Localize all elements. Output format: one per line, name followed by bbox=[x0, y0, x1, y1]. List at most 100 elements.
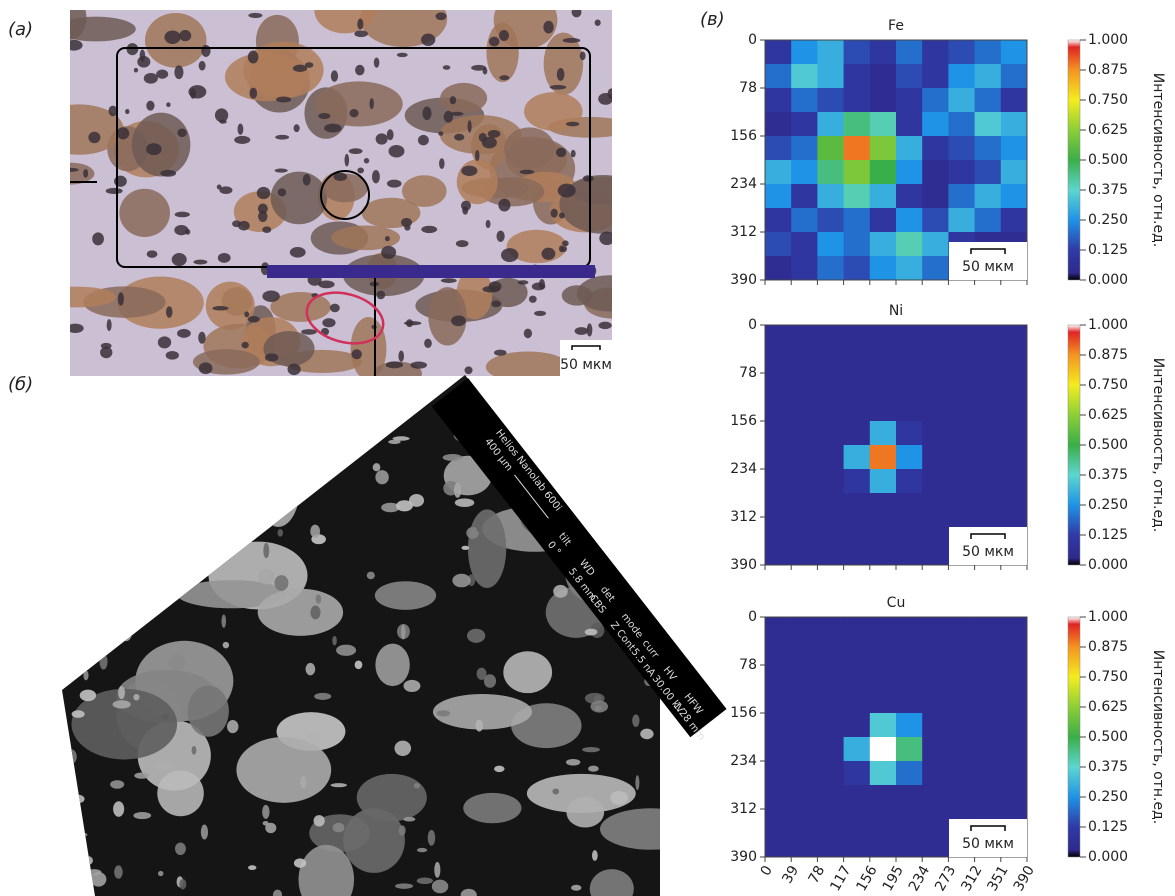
heat-cell bbox=[922, 208, 949, 233]
particle bbox=[385, 236, 390, 241]
heat-cell bbox=[791, 665, 818, 690]
y-tick-label: 234 bbox=[730, 176, 757, 192]
heat-cell bbox=[896, 349, 923, 374]
particle bbox=[450, 96, 456, 104]
heat-cell bbox=[791, 445, 818, 470]
particle bbox=[441, 278, 457, 283]
particle bbox=[455, 498, 475, 507]
heat-cell bbox=[1001, 761, 1028, 786]
heat-cell bbox=[817, 40, 844, 65]
heat-cell bbox=[844, 737, 871, 762]
particle bbox=[585, 629, 598, 636]
particle bbox=[330, 304, 340, 313]
heat-cell bbox=[870, 493, 897, 518]
particle bbox=[375, 644, 409, 686]
heat-cell bbox=[791, 325, 818, 350]
particle bbox=[278, 529, 283, 537]
heat-cell bbox=[817, 445, 844, 470]
heat-cell bbox=[896, 136, 923, 161]
heat-cell bbox=[975, 493, 1002, 518]
particle bbox=[294, 124, 300, 132]
heat-cell bbox=[817, 713, 844, 738]
particle bbox=[336, 645, 356, 656]
particle bbox=[301, 329, 317, 335]
colorbar-tick-label: 0.750 bbox=[1088, 377, 1128, 393]
heat-cell bbox=[922, 809, 949, 834]
particle bbox=[177, 128, 187, 137]
particle bbox=[550, 85, 566, 90]
particle bbox=[290, 431, 298, 439]
colorbar-tick-label: 0.625 bbox=[1088, 407, 1128, 423]
heat-cell bbox=[765, 445, 792, 470]
particle bbox=[476, 521, 482, 532]
particle bbox=[257, 187, 271, 199]
y-tick-label: 78 bbox=[739, 365, 757, 381]
particle bbox=[262, 805, 269, 819]
heat-cell bbox=[791, 517, 818, 542]
particle bbox=[193, 260, 207, 265]
heat-cell bbox=[870, 737, 897, 762]
heat-cell bbox=[948, 617, 975, 642]
particle bbox=[518, 280, 529, 284]
heat-cell bbox=[817, 184, 844, 209]
scale-label: 50 мкм bbox=[962, 544, 1014, 560]
particle bbox=[188, 85, 206, 98]
x-tick-label: 351 bbox=[985, 863, 1012, 894]
y-tick-label: 390 bbox=[730, 557, 757, 573]
colorbar bbox=[1068, 617, 1080, 857]
particle bbox=[271, 172, 328, 225]
heat-cell bbox=[948, 64, 975, 89]
heat-cell bbox=[1001, 325, 1028, 350]
y-tick-label: 156 bbox=[730, 705, 757, 721]
colorbar bbox=[1068, 40, 1080, 280]
particle bbox=[559, 213, 565, 219]
heat-cell bbox=[765, 232, 792, 257]
heat-cell bbox=[1001, 136, 1028, 161]
particle bbox=[440, 83, 487, 113]
heat-cell bbox=[844, 617, 871, 642]
heat-cell bbox=[948, 665, 975, 690]
particle bbox=[551, 209, 558, 218]
particle bbox=[434, 862, 440, 878]
y-tick-label: 0 bbox=[748, 32, 757, 48]
particle bbox=[263, 543, 269, 558]
particle bbox=[592, 850, 598, 861]
particle bbox=[300, 776, 306, 789]
particle bbox=[438, 131, 443, 135]
scale-label: 50 мкм bbox=[962, 259, 1014, 275]
heat-cell bbox=[765, 184, 792, 209]
particle bbox=[166, 306, 173, 318]
heat-cell bbox=[791, 785, 818, 810]
particle bbox=[168, 654, 186, 670]
heat-cell bbox=[844, 184, 871, 209]
particle bbox=[638, 388, 651, 398]
particle bbox=[467, 629, 485, 643]
particle bbox=[534, 311, 546, 316]
heat-cell bbox=[817, 517, 844, 542]
heat-cell bbox=[975, 112, 1002, 137]
particle bbox=[443, 65, 451, 70]
particle bbox=[234, 136, 250, 144]
sem-photo bbox=[0, 352, 701, 896]
particle bbox=[428, 830, 436, 846]
heat-cell bbox=[975, 349, 1002, 374]
heat-cell bbox=[1001, 665, 1028, 690]
heat-cell bbox=[922, 469, 949, 494]
particle bbox=[147, 250, 158, 258]
particle bbox=[56, 17, 136, 42]
particle bbox=[520, 170, 535, 175]
particle bbox=[212, 306, 228, 310]
heat-cell bbox=[975, 184, 1002, 209]
heat-cell bbox=[1001, 397, 1028, 422]
heat-cell bbox=[765, 64, 792, 89]
heat-cell bbox=[817, 833, 844, 858]
particle bbox=[608, 88, 616, 99]
particle bbox=[610, 791, 628, 805]
particle bbox=[357, 774, 427, 821]
y-tick-label: 0 bbox=[748, 317, 757, 333]
particle bbox=[436, 12, 447, 20]
heat-cell bbox=[765, 160, 792, 185]
heat-cell bbox=[844, 208, 871, 233]
heat-cell bbox=[844, 373, 871, 398]
heat-cell bbox=[948, 184, 975, 209]
